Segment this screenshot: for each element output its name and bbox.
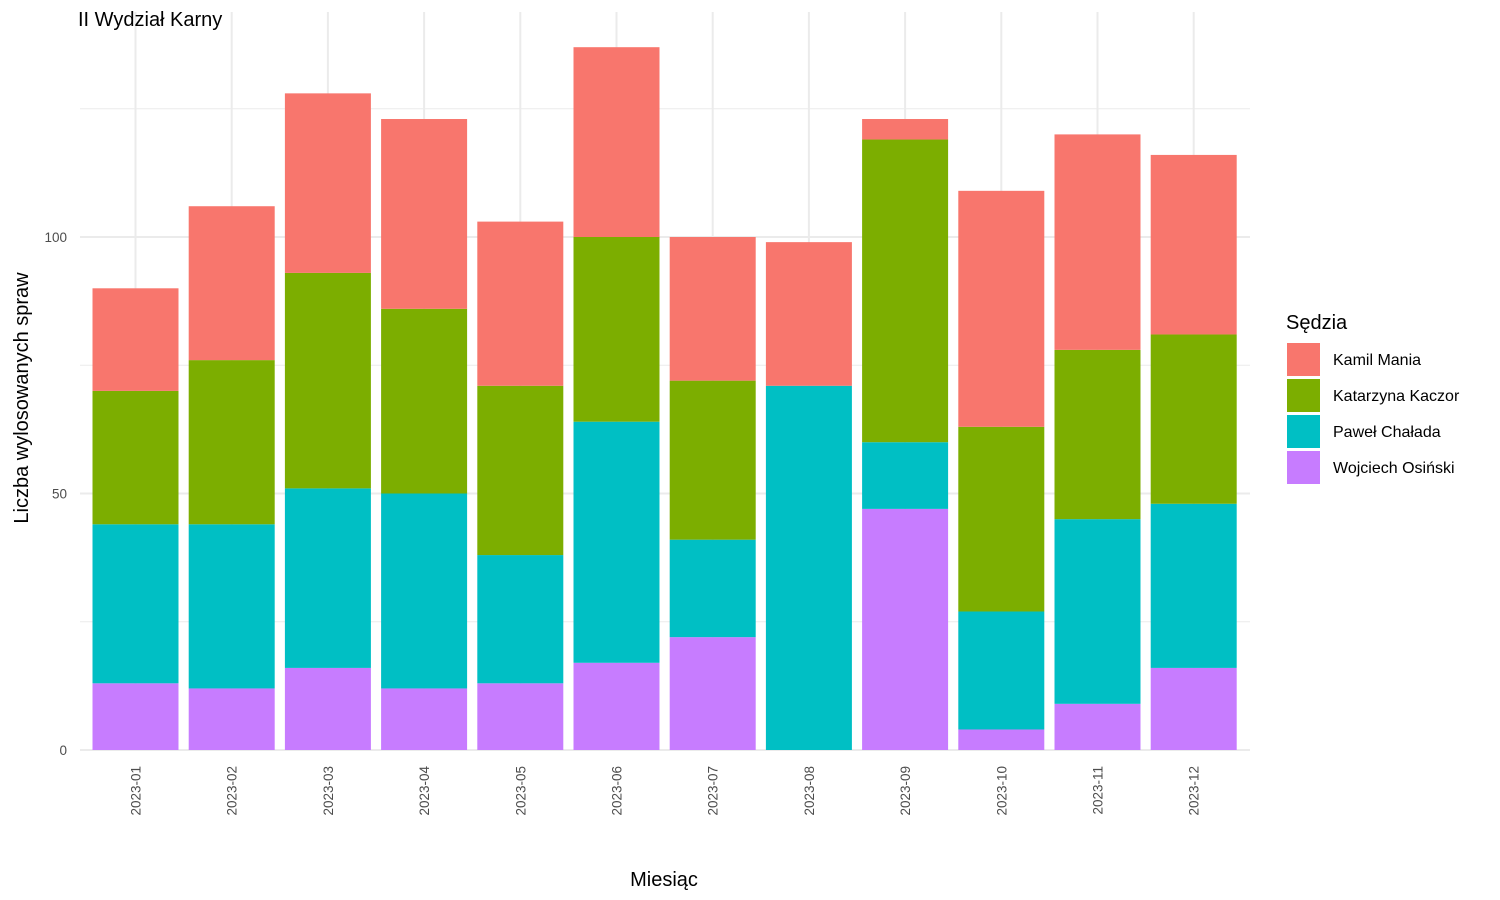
bar-segment — [862, 139, 949, 443]
bar-segment — [862, 508, 949, 750]
bar-segment — [284, 93, 371, 273]
bar-segment — [1054, 349, 1141, 520]
legend-label: Paweł Chałada — [1333, 424, 1441, 441]
x-tick-label: 2023-05 — [513, 766, 528, 816]
bar-segment — [284, 488, 371, 668]
legend: Sędzia Kamil Mania Katarzyna Kaczor Paweł … — [1286, 312, 1460, 484]
y-tick-label: 50 — [52, 487, 67, 502]
x-tick-label: 2023-10 — [994, 766, 1009, 816]
bar-segment — [381, 493, 468, 689]
legend-swatch — [1287, 415, 1320, 448]
x-tick-label: 2023-03 — [321, 766, 336, 816]
bar-segment — [92, 524, 179, 684]
bar-segment — [477, 683, 564, 750]
bar-segment — [92, 390, 179, 525]
bar-segment — [381, 119, 468, 309]
bar-segment — [284, 272, 371, 489]
bar-segment — [477, 385, 564, 556]
bar-segment — [188, 206, 275, 361]
y-axis-ticks: 0 50 100 — [44, 230, 67, 758]
bar-segment — [1150, 154, 1237, 335]
x-tick-label: 2023-09 — [898, 766, 913, 816]
bar-segment — [92, 683, 179, 750]
x-tick-label: 2023-07 — [706, 766, 721, 816]
bar-segment — [92, 288, 179, 391]
bar-segment — [958, 190, 1045, 427]
x-tick-label: 2023-12 — [1187, 766, 1202, 816]
bar-segment — [958, 729, 1045, 750]
legend-label: Katarzyna Kaczor — [1333, 388, 1460, 405]
bar-segment — [862, 119, 949, 140]
bar-segment — [477, 555, 564, 684]
bar-segment — [284, 667, 371, 750]
bar-segment — [669, 237, 756, 381]
bar-segment — [669, 637, 756, 750]
legend-swatch — [1287, 451, 1320, 484]
bar-segment — [1150, 503, 1237, 668]
x-tick-label: 2023-06 — [610, 766, 625, 816]
bar-segment — [188, 688, 275, 750]
bar-segment — [381, 688, 468, 750]
bar-segment — [669, 380, 756, 540]
bar-segment — [573, 237, 660, 422]
bar-segment — [573, 662, 660, 750]
x-tick-label: 2023-11 — [1091, 766, 1106, 815]
bar-segment — [188, 360, 275, 525]
bar-segment — [188, 524, 275, 689]
legend-label: Kamil Mania — [1333, 352, 1421, 369]
x-axis-ticks: 2023-01 2023-02 2023-03 2023-04 2023-05 2023-… — [129, 766, 1202, 816]
y-axis-title: Liczba wylosowanych spraw — [11, 272, 33, 524]
bar-segment — [1150, 667, 1237, 750]
bar-segment — [1054, 519, 1141, 704]
y-tick-label: 100 — [44, 230, 67, 245]
bar-segment — [862, 442, 949, 509]
bar-segment — [958, 611, 1045, 730]
legend-title: Sędzia — [1286, 312, 1348, 334]
legend-swatch — [1287, 343, 1320, 376]
bar-segment — [477, 221, 564, 386]
legend-label: Wojciech Osiński — [1333, 460, 1455, 477]
x-tick-label: 2023-08 — [802, 766, 817, 816]
x-tick-label: 2023-04 — [417, 766, 432, 816]
legend-swatch — [1287, 379, 1320, 412]
x-tick-label: 2023-02 — [225, 766, 240, 816]
bar-segment — [669, 539, 756, 638]
bar-segment — [573, 47, 660, 237]
bars — [92, 47, 1237, 750]
bar-segment — [381, 308, 468, 494]
bar-segment — [1150, 334, 1237, 504]
y-tick-label: 0 — [59, 743, 67, 758]
bar-segment — [1054, 134, 1141, 350]
bar-segment — [1054, 703, 1141, 750]
bar-segment — [765, 385, 852, 750]
x-axis-title: Miesiąc — [630, 869, 698, 891]
x-tick-label: 2023-01 — [129, 766, 144, 816]
bar-segment — [765, 242, 852, 386]
bar-segment — [573, 421, 660, 663]
chart-title: II Wydział Karny — [78, 9, 222, 31]
bar-segment — [958, 426, 1045, 612]
